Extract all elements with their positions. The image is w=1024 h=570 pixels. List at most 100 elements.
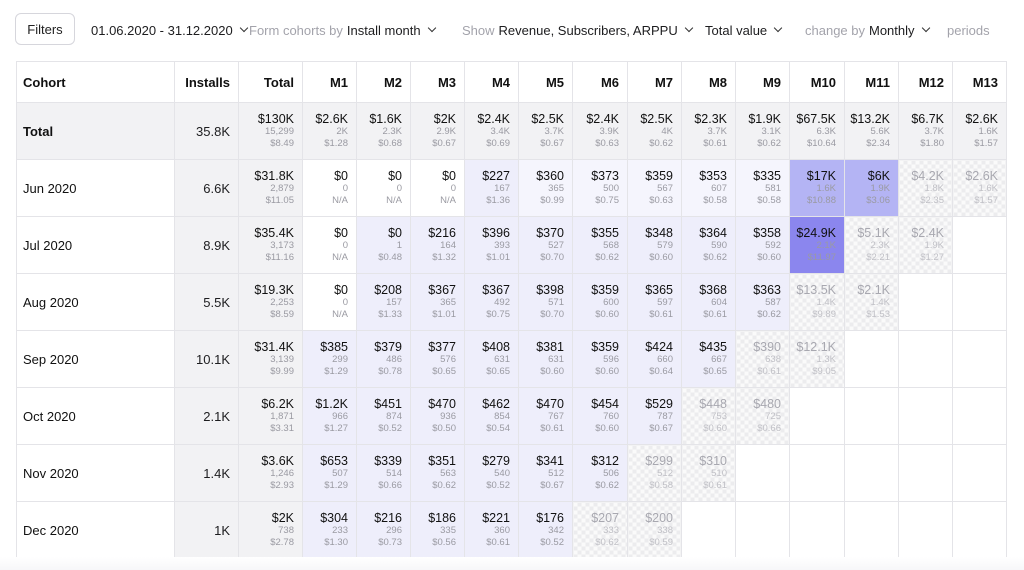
cohort-cell[interactable]: $0 0 N/A bbox=[302, 159, 357, 217]
total-cell[interactable]: $2K 738 $2.78 bbox=[238, 501, 303, 559]
cohort-cell[interactable]: $360 365 $0.99 bbox=[518, 159, 573, 217]
cohort-cell[interactable]: $310 510 $0.61 bbox=[681, 444, 736, 502]
cohort-cell[interactable]: $470 767 $0.61 bbox=[518, 387, 573, 445]
cohort-cell[interactable]: $2.5K 4K $0.62 bbox=[627, 102, 682, 160]
column-header-cohort[interactable]: Cohort bbox=[16, 61, 175, 103]
cohort-cell[interactable]: $385 299 $1.29 bbox=[302, 330, 357, 388]
cohort-cell[interactable]: $341 512 $0.67 bbox=[518, 444, 573, 502]
cohort-cell[interactable]: $358 592 $0.60 bbox=[735, 216, 790, 274]
cohort-cell[interactable]: $207 333 $0.62 bbox=[572, 501, 628, 559]
cohort-cell[interactable]: $454 760 $0.60 bbox=[572, 387, 628, 445]
change-by-dropdown[interactable]: change by Monthly bbox=[805, 20, 930, 40]
cohort-cell[interactable]: $470 936 $0.50 bbox=[410, 387, 465, 445]
column-header-month[interactable]: M13 bbox=[952, 61, 1007, 103]
column-header-month[interactable]: M11 bbox=[844, 61, 899, 103]
filters-button[interactable]: Filters bbox=[15, 13, 75, 45]
cohort-cell[interactable]: $448 753 $0.60 bbox=[681, 387, 736, 445]
cohort-cell[interactable]: $408 631 $0.65 bbox=[464, 330, 519, 388]
cohort-cell[interactable]: $355 568 $0.62 bbox=[572, 216, 628, 274]
cohort-cell[interactable]: $353 607 $0.58 bbox=[681, 159, 736, 217]
cohort-cell[interactable]: $1.2K 966 $1.27 bbox=[302, 387, 357, 445]
total-cell[interactable]: $31.4K 3,139 $9.99 bbox=[238, 330, 303, 388]
total-cell[interactable]: $3.6K 1,246 $2.93 bbox=[238, 444, 303, 502]
column-header-month[interactable]: M7 bbox=[627, 61, 682, 103]
cohort-cell[interactable]: $435 667 $0.65 bbox=[681, 330, 736, 388]
cohort-cell[interactable]: $377 576 $0.65 bbox=[410, 330, 465, 388]
cohort-cell[interactable]: $221 360 $0.61 bbox=[464, 501, 519, 559]
cohort-cell[interactable]: $6K 1.9K $3.06 bbox=[844, 159, 899, 217]
cohort-cell[interactable]: $5.1K 2.3K $2.21 bbox=[844, 216, 899, 274]
cohort-cell[interactable]: $335 581 $0.58 bbox=[735, 159, 790, 217]
cohort-cell[interactable]: $368 604 $0.61 bbox=[681, 273, 736, 331]
column-header-month[interactable]: M12 bbox=[898, 61, 953, 103]
cohort-cell[interactable]: $351 563 $0.62 bbox=[410, 444, 465, 502]
cohort-cell[interactable]: $373 500 $0.75 bbox=[572, 159, 628, 217]
cohort-cell[interactable]: $24.9K 2.1K $11.97 bbox=[789, 216, 845, 274]
cohort-cell[interactable]: $186 335 $0.56 bbox=[410, 501, 465, 559]
cohort-cell[interactable]: $2.4K 1.9K $1.27 bbox=[898, 216, 953, 274]
cohort-cell[interactable]: $200 338 $0.59 bbox=[627, 501, 682, 559]
cohort-cell[interactable]: $0 0 N/A bbox=[356, 159, 411, 217]
cohort-cell[interactable]: $398 571 $0.70 bbox=[518, 273, 573, 331]
cohort-cell[interactable]: $653 507 $1.29 bbox=[302, 444, 357, 502]
cohort-cell[interactable]: $216 296 $0.73 bbox=[356, 501, 411, 559]
cohort-cell[interactable]: $462 854 $0.54 bbox=[464, 387, 519, 445]
total-cell[interactable]: $6.2K 1,871 $3.31 bbox=[238, 387, 303, 445]
cohort-cell[interactable]: $2.4K 3.9K $0.63 bbox=[572, 102, 628, 160]
cohort-cell[interactable]: $370 527 $0.70 bbox=[518, 216, 573, 274]
cohort-cell[interactable]: $216 164 $1.32 bbox=[410, 216, 465, 274]
total-cell[interactable]: $31.8K 2,879 $11.05 bbox=[238, 159, 303, 217]
cohort-cell[interactable]: $339 514 $0.66 bbox=[356, 444, 411, 502]
cohort-cell[interactable]: $304 233 $1.30 bbox=[302, 501, 357, 559]
column-header-installs[interactable]: Installs bbox=[174, 61, 239, 103]
cohort-cell[interactable]: $6.7K 3.7K $1.80 bbox=[898, 102, 953, 160]
cohort-cell[interactable]: $2.6K 1.6K $1.57 bbox=[952, 102, 1007, 160]
total-cell[interactable]: $130K 15,299 $8.49 bbox=[238, 102, 303, 160]
cohort-cell[interactable]: $529 787 $0.67 bbox=[627, 387, 682, 445]
form-cohorts-dropdown[interactable]: Form cohorts by Install month bbox=[249, 20, 436, 40]
cohort-cell[interactable]: $2.3K 3.7K $0.61 bbox=[681, 102, 736, 160]
cohort-cell[interactable]: $176 342 $0.52 bbox=[518, 501, 573, 559]
column-header-month[interactable]: M1 bbox=[302, 61, 357, 103]
cohort-cell[interactable]: $299 512 $0.58 bbox=[627, 444, 682, 502]
cohort-cell[interactable]: $348 579 $0.60 bbox=[627, 216, 682, 274]
cohort-cell[interactable]: $381 631 $0.60 bbox=[518, 330, 573, 388]
cohort-cell[interactable]: $2K 2.9K $0.67 bbox=[410, 102, 465, 160]
cohort-cell[interactable]: $13.5K 1.4K $9.89 bbox=[789, 273, 845, 331]
cohort-cell[interactable]: $390 638 $0.61 bbox=[735, 330, 790, 388]
cohort-cell[interactable]: $12.1K 1.3K $9.05 bbox=[789, 330, 845, 388]
cohort-cell[interactable]: $17K 1.6K $10.88 bbox=[789, 159, 845, 217]
cohort-cell[interactable]: $279 540 $0.52 bbox=[464, 444, 519, 502]
cohort-cell[interactable]: $0 0 N/A bbox=[410, 159, 465, 217]
cohort-cell[interactable]: $208 157 $1.33 bbox=[356, 273, 411, 331]
show-metrics-dropdown[interactable]: Show Revenue, Subscribers, ARPPU bbox=[462, 20, 693, 40]
cohort-cell[interactable]: $359 596 $0.60 bbox=[572, 330, 628, 388]
column-header-month[interactable]: M9 bbox=[735, 61, 790, 103]
cohort-cell[interactable]: $364 590 $0.62 bbox=[681, 216, 736, 274]
cohort-cell[interactable]: $2.5K 3.7K $0.67 bbox=[518, 102, 573, 160]
cohort-cell[interactable]: $0 0 N/A bbox=[302, 273, 357, 331]
aggregation-dropdown[interactable]: Total value bbox=[705, 20, 783, 40]
cohort-cell[interactable]: $312 506 $0.62 bbox=[572, 444, 628, 502]
column-header-month[interactable]: M10 bbox=[789, 61, 845, 103]
total-cell[interactable]: $19.3K 2,253 $8.59 bbox=[238, 273, 303, 331]
total-cell[interactable]: $35.4K 3,173 $11.16 bbox=[238, 216, 303, 274]
cohort-cell[interactable]: $396 393 $1.01 bbox=[464, 216, 519, 274]
cohort-cell[interactable]: $2.6K 1.6K $1.57 bbox=[952, 159, 1007, 217]
column-header-month[interactable]: M2 bbox=[356, 61, 411, 103]
cohort-cell[interactable]: $2.4K 3.4K $0.69 bbox=[464, 102, 519, 160]
cohort-cell[interactable]: $2.6K 2K $1.28 bbox=[302, 102, 357, 160]
cohort-cell[interactable]: $13.2K 5.6K $2.34 bbox=[844, 102, 899, 160]
cohort-cell[interactable]: $1.9K 3.1K $0.62 bbox=[735, 102, 790, 160]
column-header-month[interactable]: M3 bbox=[410, 61, 465, 103]
cohort-cell[interactable]: $4.2K 1.8K $2.35 bbox=[898, 159, 953, 217]
cohort-cell[interactable]: $363 587 $0.62 bbox=[735, 273, 790, 331]
column-header-month[interactable]: M5 bbox=[518, 61, 573, 103]
cohort-cell[interactable]: $379 486 $0.78 bbox=[356, 330, 411, 388]
column-header-month[interactable]: M4 bbox=[464, 61, 519, 103]
cohort-cell[interactable]: $367 492 $0.75 bbox=[464, 273, 519, 331]
column-header-total[interactable]: Total bbox=[238, 61, 303, 103]
date-range-dropdown[interactable]: 01.06.2020 - 31.12.2020 bbox=[91, 20, 248, 40]
cohort-cell[interactable]: $480 725 $0.66 bbox=[735, 387, 790, 445]
cohort-cell[interactable]: $359 600 $0.60 bbox=[572, 273, 628, 331]
